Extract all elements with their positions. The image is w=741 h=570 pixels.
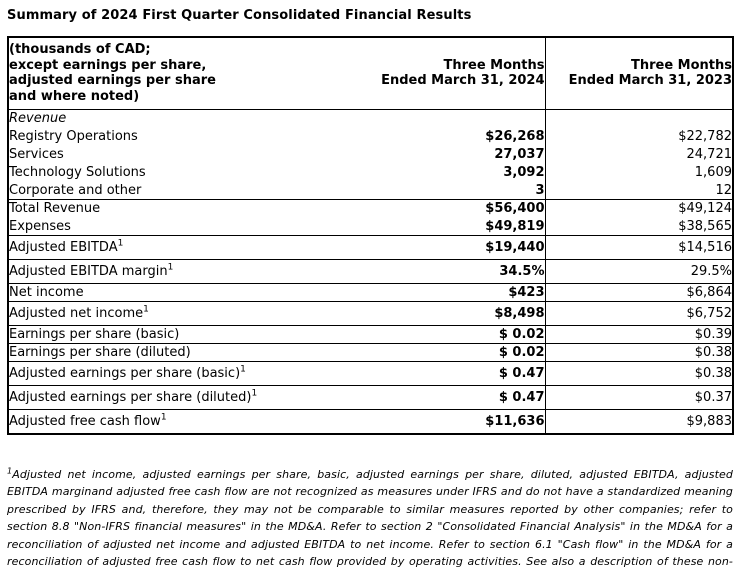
value-2023: 24,721 [544,145,733,164]
table-row-expenses: Expenses $49,819 $38,565 [8,217,733,236]
value-2024: 27,037 [494,147,545,162]
value-2024: $423 [345,283,545,302]
value-2023: $14,516 [544,235,733,260]
table-row-total-revenue: Total Revenue $56,400 $49,124 [8,199,733,218]
value-2024: $ 0.47 [345,385,545,410]
row-label: Adjusted earnings per share (diluted) [9,390,252,405]
row-label: Adjusted EBITDA margin [9,264,168,279]
value-2023: 29.5% [544,259,733,284]
value-2023: $0.38 [544,343,733,362]
table-row-corporate-and-other: Corporate and other 3 12 [8,181,733,200]
table-row-adjusted-free-cash-flow: Adjusted free cash flow1 $11,636 $9,883 [8,409,733,434]
value-2023: $0.39 [544,325,733,344]
value-2023: 12 [544,181,733,200]
row-label: Adjusted free cash flow [9,413,161,429]
row-label: Expenses [9,218,71,234]
value-2023: $6,864 [544,283,733,302]
row-label: Corporate and other [9,182,142,198]
table-header-row: (thousands of CAD; except earnings per s… [8,37,733,110]
footnote-ref: 1 [167,262,174,273]
row-label: Earnings per share (basic) [8,325,345,344]
value-2024: $11,636 [345,409,545,434]
footnote-ref: 1 [143,304,149,315]
row-label: Services [9,147,64,162]
value-2024: 3,092 [503,165,545,180]
value-2024: $56,400 [345,199,545,218]
row-label: Total Revenue [8,199,345,218]
value-2023: $0.37 [544,385,733,410]
row-label: Adjusted net income [9,306,144,321]
table-row-technology-solutions: Technology Solutions 3,092 1,609 [8,163,733,182]
footnote-ref: 1 [117,238,124,249]
footnote-marker: 1 [7,465,13,475]
row-label: Registry Operations [9,129,138,144]
row-label: Adjusted earnings per share (basic) [9,366,241,381]
row-label: Technology Solutions [9,165,146,180]
table-row-eps-basic: Earnings per share (basic) $ 0.02 $0.39 [8,325,733,344]
value-2023: 1,609 [544,163,733,182]
table-row-adjusted-eps-basic: Adjusted earnings per share (basic)1 $ 0… [8,361,733,386]
table-row-services: Services 27,037 24,721 [8,145,733,164]
value-2024: $26,268 [485,129,545,144]
table-row-adjusted-eps-diluted: Adjusted earnings per share (diluted)1 $… [8,385,733,410]
value-2024: $ 0.02 [345,325,545,344]
col-header-units-note: (thousands of CAD; except earnings per s… [8,37,345,110]
value-2024: 3 [535,182,545,198]
col-header-2024: Three Months Ended March 31, 2024 [345,37,545,110]
value-2024: $8,498 [345,301,545,326]
row-label: Earnings per share (diluted) [8,343,345,362]
value-2024: $49,819 [485,218,545,234]
value-2023 [544,109,733,128]
footnote-ref: 1 [160,412,167,423]
value-2023: $38,565 [544,217,733,236]
value-2024: $19,440 [345,235,545,260]
table-row-adjusted-ebitda: Adjusted EBITDA1 $19,440 $14,516 [8,235,733,260]
footnote-ref: 1 [251,388,258,399]
value-2024 [345,110,545,128]
footnote: 1Adjusted net income, adjusted earnings … [7,466,733,570]
row-label: Revenue [9,111,67,127]
col-header-2023: Three Months Ended March 31, 2023 [544,37,733,110]
value-2023: $6,752 [544,301,733,326]
value-2023: $49,124 [544,199,733,218]
table-row-net-income: Net income $423 $6,864 [8,283,733,302]
value-2024: $ 0.47 [345,361,545,386]
table-row-adjusted-net-income: Adjusted net income1 $8,498 $6,752 [8,301,733,326]
value-2023: $0.38 [544,361,733,386]
financial-results-table: (thousands of CAD; except earnings per s… [7,36,734,435]
page-title: Summary of 2024 First Quarter Consolidat… [7,8,472,23]
table-row-revenue-section: Revenue [8,109,733,128]
value-2024: $ 0.02 [345,343,545,362]
row-label: Net income [8,283,345,302]
value-2024: 34.5% [345,259,545,284]
footnote-text: Adjusted net income, adjusted earnings p… [7,467,733,569]
value-2023: $9,883 [544,409,733,434]
footnote-ref: 1 [240,364,246,375]
value-2023: $22,782 [544,127,733,146]
table-row-adjusted-ebitda-margin: Adjusted EBITDA margin1 34.5% 29.5% [8,259,733,284]
row-label: Adjusted EBITDA [9,240,118,255]
table-row-registry-operations: Registry Operations $26,268 $22,782 [8,127,733,146]
table-row-eps-diluted: Earnings per share (diluted) $ 0.02 $0.3… [8,343,733,362]
